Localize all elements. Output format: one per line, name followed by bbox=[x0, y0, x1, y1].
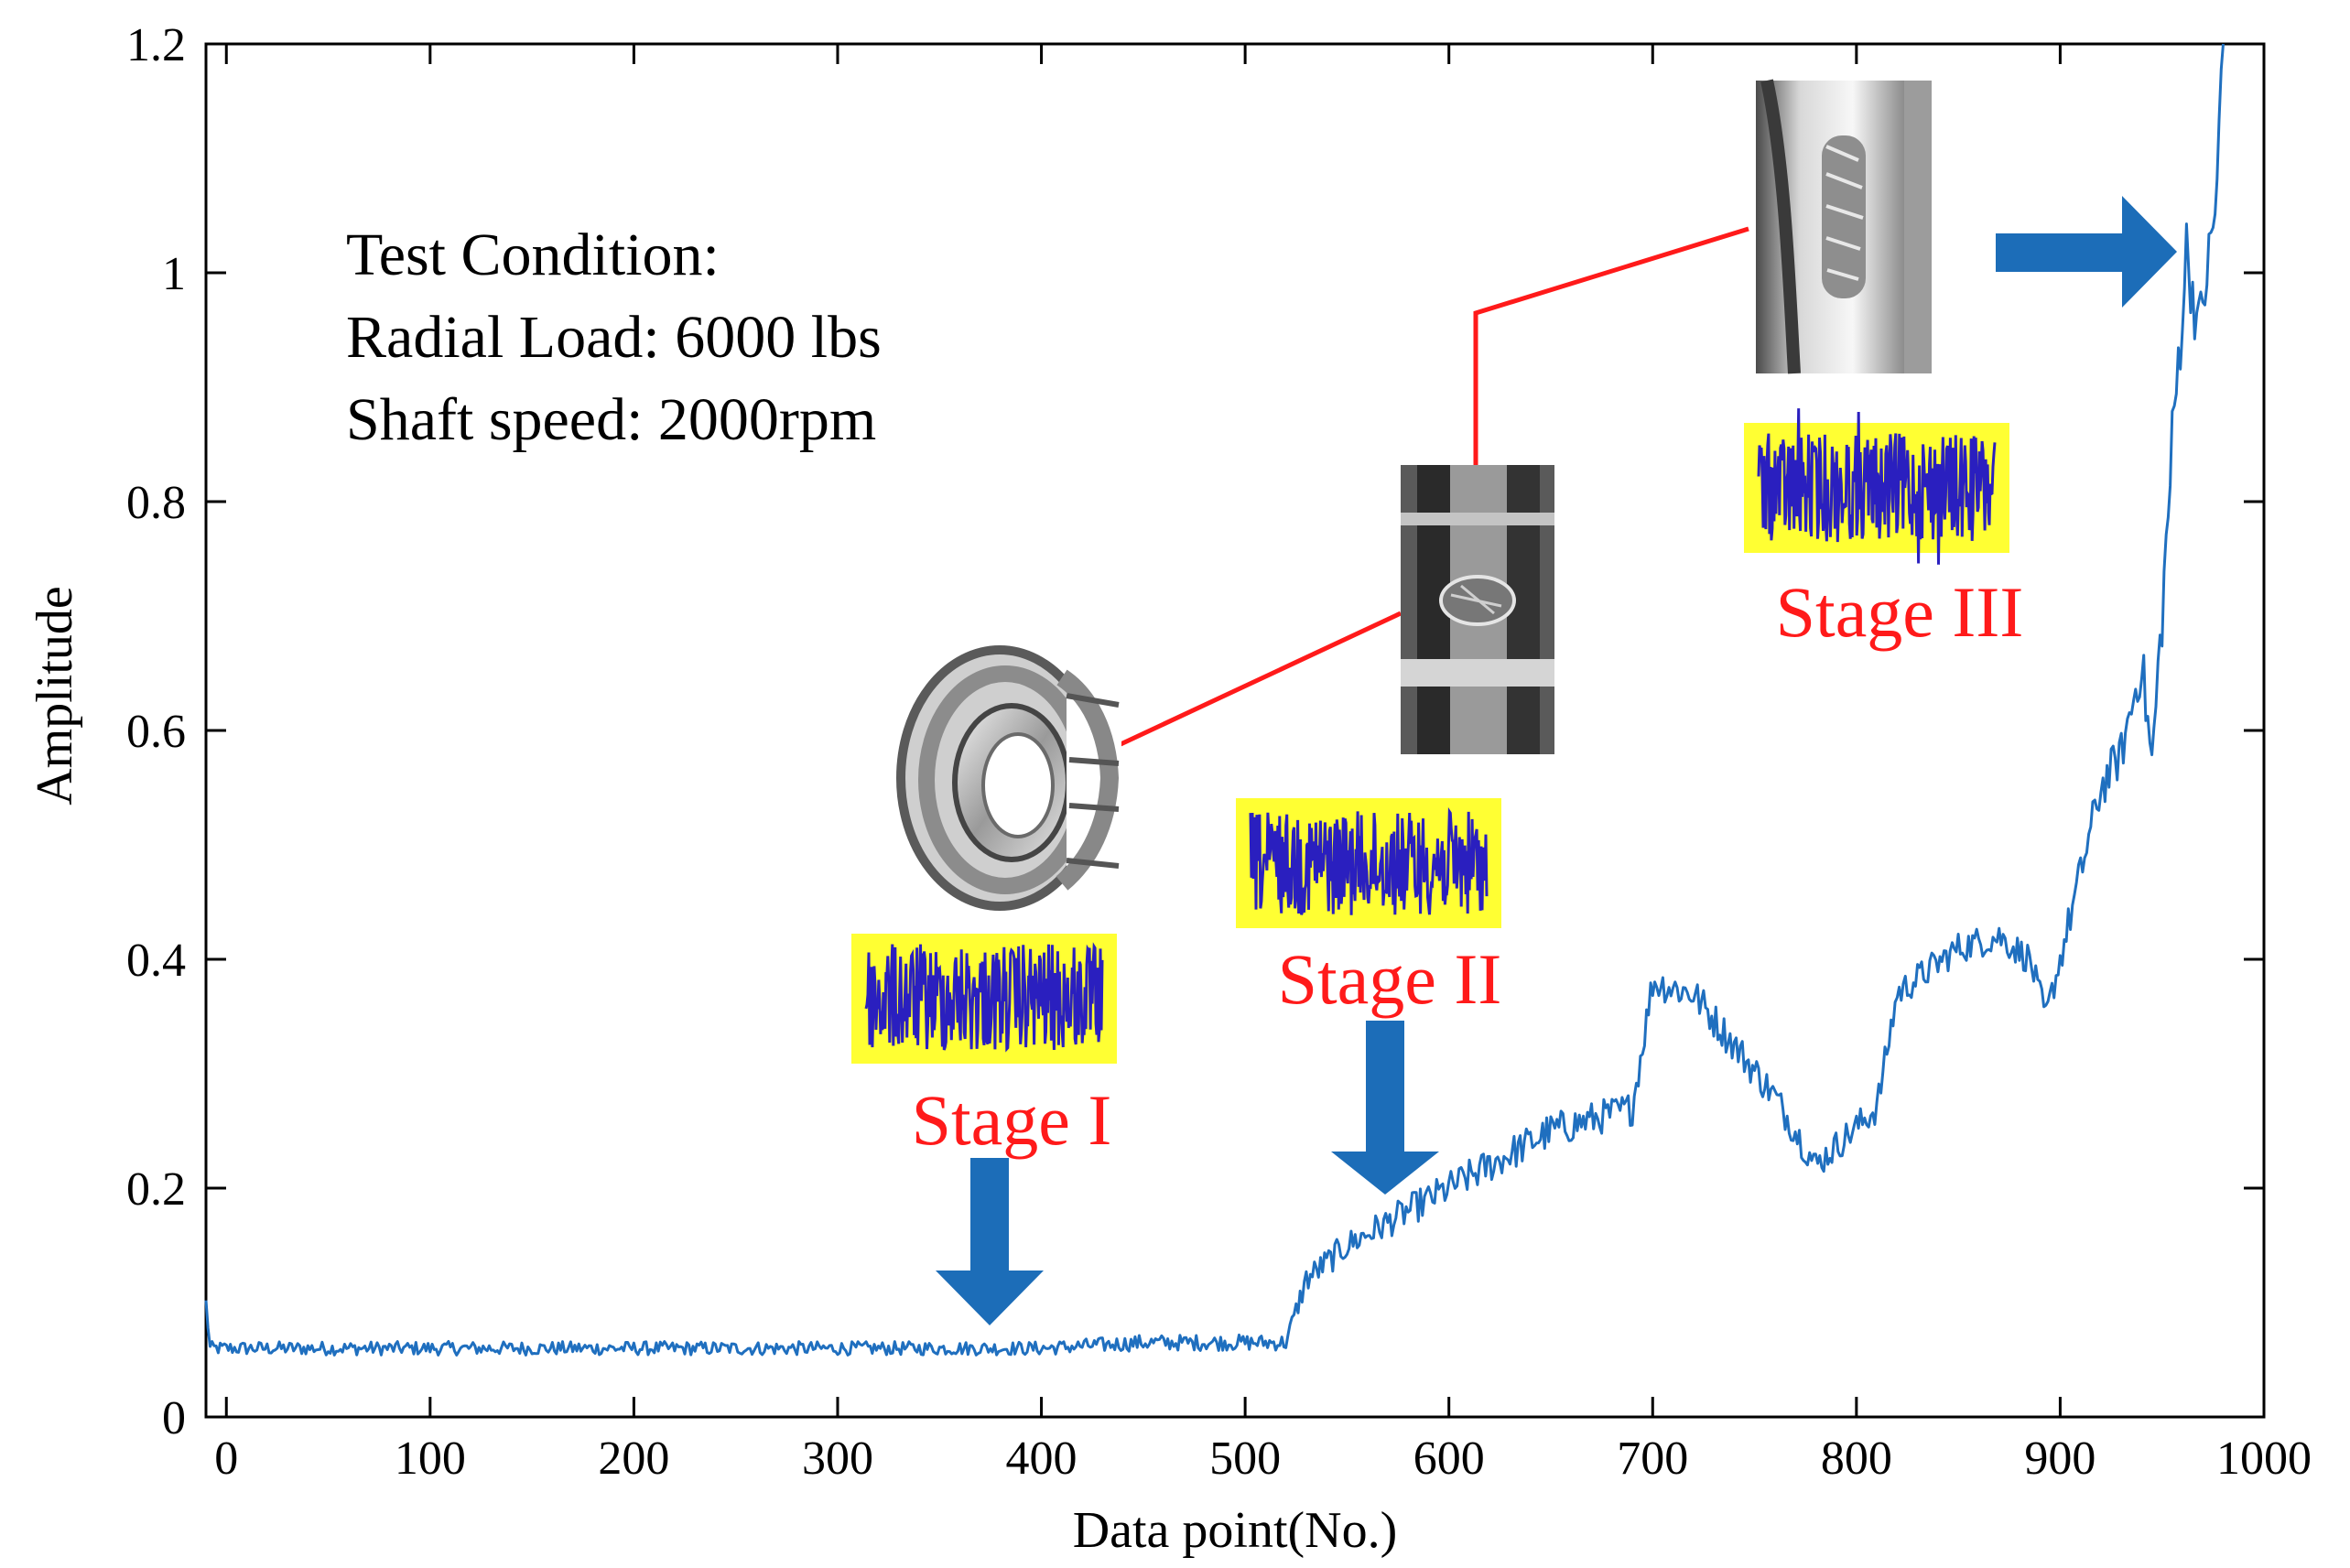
x-tick-label: 800 bbox=[1821, 1433, 1892, 1485]
y-tick-label: 0.2 bbox=[126, 1163, 186, 1216]
stage-3-label: Stage III bbox=[1776, 572, 2024, 652]
inner-race-defect-photo-icon bbox=[1401, 465, 1554, 754]
stage-3-waveform bbox=[1744, 408, 2009, 565]
outer-race-spall-photo-icon bbox=[1756, 79, 1932, 374]
bearing-photo-icon bbox=[896, 645, 1121, 911]
stage-2-waveform bbox=[1236, 798, 1501, 928]
stage-3-arrow bbox=[1996, 196, 2177, 308]
x-tick-label: 900 bbox=[2024, 1433, 2096, 1485]
stage-2-arrow bbox=[1331, 1021, 1439, 1195]
stage-1-label: Stage I bbox=[912, 1080, 1112, 1160]
series-line-amplitude bbox=[204, 43, 2225, 1357]
x-tick-label: 700 bbox=[1617, 1433, 1688, 1485]
radial-load-text: Radial Load: 6000 lbs bbox=[346, 304, 882, 371]
x-tick-label: 400 bbox=[1006, 1433, 1078, 1485]
shaft-speed-text: Shaft speed: 2000rpm bbox=[346, 386, 876, 453]
y-axis-ticks: 0 0.2 0.4 0.6 0.8 1 1.2 bbox=[126, 19, 2264, 1444]
x-tick-label: 1000 bbox=[2216, 1433, 2312, 1485]
connector-line-bearing-to-stage2 bbox=[1117, 611, 1402, 748]
test-condition-title: Test Condition: bbox=[346, 222, 720, 288]
x-tick-label: 600 bbox=[1413, 1433, 1485, 1485]
x-tick-label: 100 bbox=[395, 1433, 466, 1485]
stage-2-label: Stage II bbox=[1278, 939, 1502, 1019]
y-tick-label: 0.8 bbox=[126, 477, 186, 529]
connector-line-stage2-to-stage3 bbox=[1473, 226, 1749, 465]
stage-1-arrow bbox=[936, 1158, 1044, 1325]
y-axis-title: Amplitude bbox=[27, 586, 83, 806]
x-tick-label: 200 bbox=[598, 1433, 669, 1485]
x-tick-label: 0 bbox=[214, 1433, 238, 1485]
y-tick-label: 1.2 bbox=[126, 19, 186, 71]
x-axis-ticks: 0 100 200 300 400 500 600 700 800 900 1000 bbox=[214, 44, 2312, 1485]
y-tick-label: 0 bbox=[162, 1392, 186, 1444]
stage-1-waveform bbox=[851, 934, 1117, 1064]
y-tick-label: 0.6 bbox=[126, 706, 186, 758]
x-tick-label: 500 bbox=[1209, 1433, 1281, 1485]
waveform-insets bbox=[851, 408, 2009, 1064]
y-tick-label: 1 bbox=[162, 248, 186, 300]
series-layer bbox=[204, 43, 2225, 1357]
x-axis-title: Data point(No.) bbox=[1073, 1502, 1398, 1559]
y-tick-label: 0.4 bbox=[126, 935, 186, 987]
x-tick-label: 300 bbox=[802, 1433, 873, 1485]
